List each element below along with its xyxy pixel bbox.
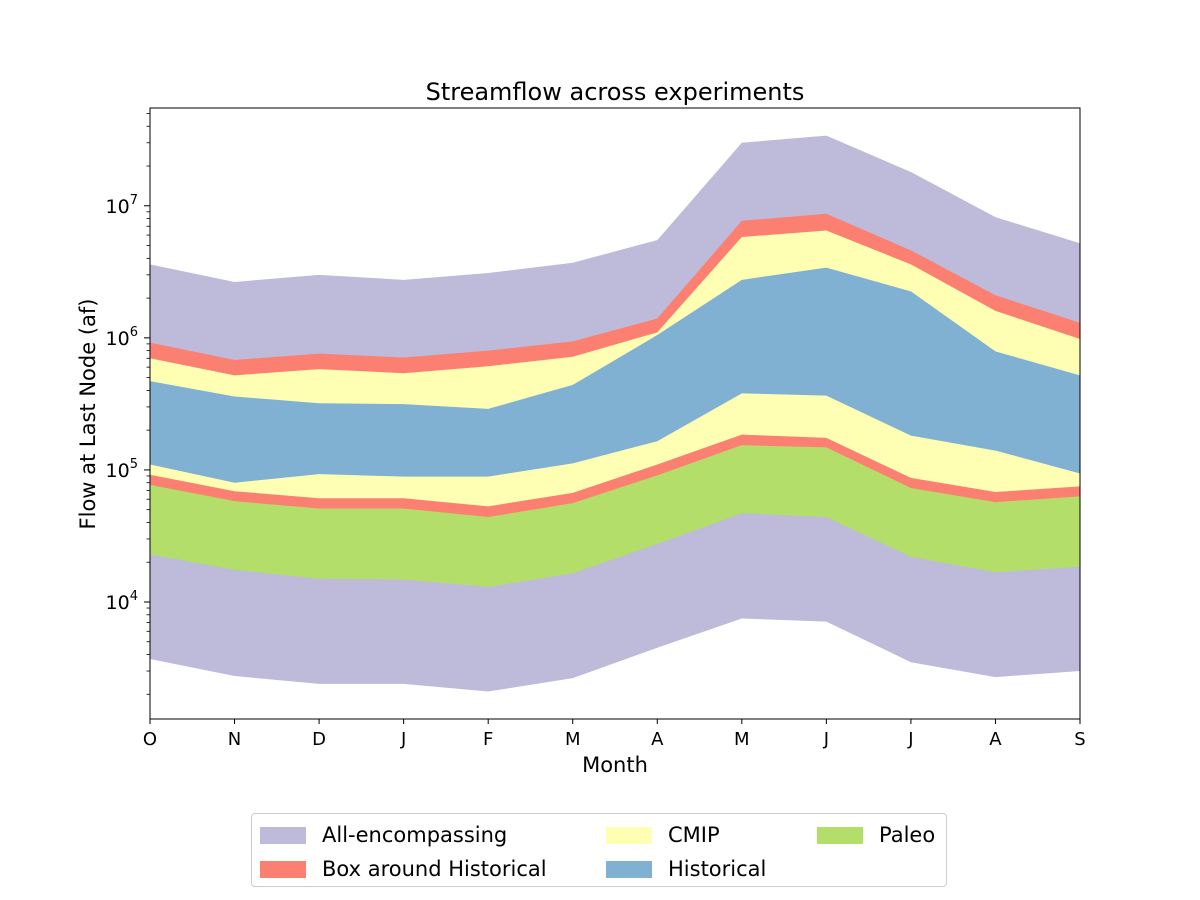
y-tick-label: 104 — [106, 589, 138, 614]
x-tick-label: J — [400, 729, 406, 750]
x-tick-label: S — [1074, 729, 1085, 750]
legend-swatch — [260, 860, 306, 878]
x-tick-label: A — [989, 729, 1002, 750]
legend-item-all-encompassing: All-encompassing — [260, 823, 507, 847]
legend-swatch — [260, 826, 306, 844]
legend-item-box-around-historical: Box around Historical — [260, 857, 547, 881]
legend-swatch — [606, 860, 652, 878]
legend-item-paleo: Paleo — [817, 823, 935, 847]
legend-label: All-encompassing — [322, 823, 508, 847]
legend-swatch — [817, 826, 863, 844]
legend-item-cmip: CMIP — [606, 823, 720, 847]
x-tick-label: J — [823, 729, 829, 750]
y-tick-label: 106 — [106, 325, 138, 350]
area-paleo — [150, 445, 1080, 587]
legend-label: Paleo — [879, 823, 936, 847]
x-tick-label: M — [734, 729, 750, 750]
y-axis: 104 105 106 107 — [106, 113, 150, 695]
legend: All-encompassing Box around Historical C… — [251, 813, 947, 887]
x-tick-label: F — [483, 729, 493, 750]
y-tick-label: 105 — [106, 457, 138, 482]
x-axis-label: Month — [582, 753, 648, 777]
x-tick-label: A — [651, 729, 664, 750]
legend-label: Historical — [668, 857, 767, 881]
x-tick-label: O — [143, 729, 157, 750]
legend-label: CMIP — [668, 823, 720, 847]
plot-frame — [149, 107, 1081, 720]
x-tick-label: J — [907, 729, 913, 750]
legend-label: Box around Historical — [322, 857, 547, 881]
x-tick-label: N — [228, 729, 241, 750]
area-historical — [150, 267, 1080, 483]
x-tick-label: D — [312, 729, 326, 750]
y-tick-label: 107 — [106, 193, 138, 218]
y-axis-label: Flow at Last Node (af) — [76, 299, 100, 530]
chart-title: Streamflow across experiments — [426, 78, 805, 106]
plot-areas — [150, 135, 1080, 692]
legend-item-historical: Historical — [606, 857, 766, 881]
x-tick-label: M — [565, 729, 581, 750]
legend-swatch — [606, 826, 652, 844]
